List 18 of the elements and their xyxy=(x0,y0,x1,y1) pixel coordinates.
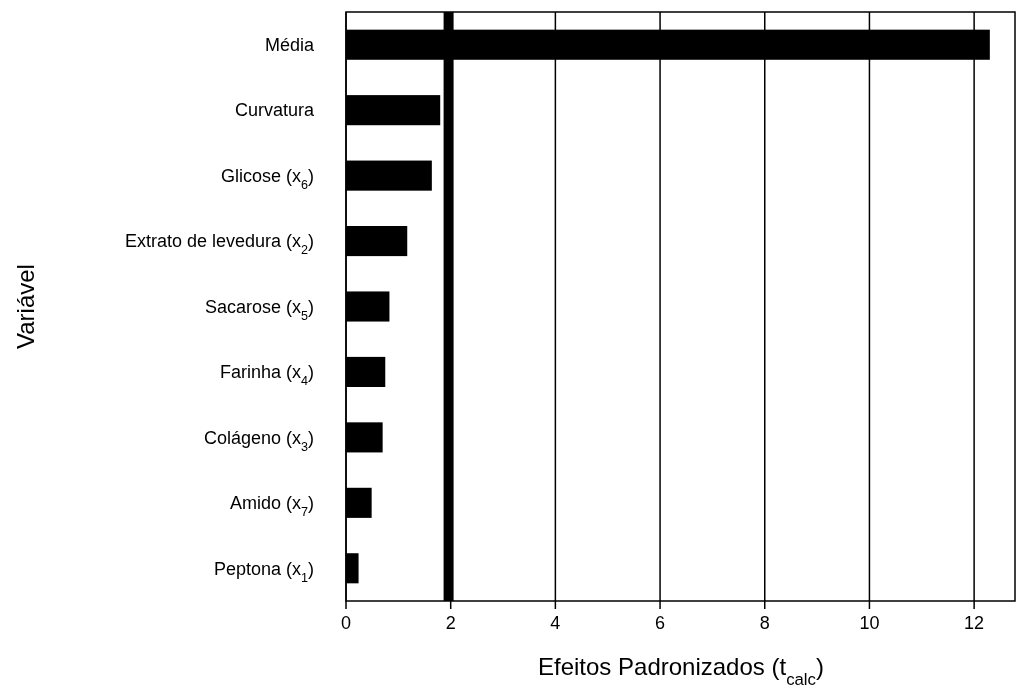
y-tick-label: Média xyxy=(264,35,315,56)
x-tick-label: 6 xyxy=(655,613,666,633)
y-tick-label: Peptona (x$_{1}$) xyxy=(213,558,314,585)
x-axis-title: Efeitos Padronizados (t$_{calc}$) xyxy=(538,653,824,689)
x-tick-label: 8 xyxy=(759,613,770,633)
x-tick-label: 10 xyxy=(859,613,880,633)
y-tick-label: Sacarose (x$_{5}$) xyxy=(204,296,314,323)
x-tick-label: 4 xyxy=(550,613,561,633)
x-tick-label: 0 xyxy=(340,613,352,633)
y-tick-label: Farinha (x$_{4}$) xyxy=(219,362,314,389)
x-tick-label: 2 xyxy=(445,613,456,633)
y-tick-label: Extrato de levedura (x$_{2}$) xyxy=(124,231,314,258)
y-tick-label: Glicose (x$_{6}$) xyxy=(220,165,314,192)
y-tick-label: Colágeno (x$_{3}$) xyxy=(203,427,314,454)
y-tick-label: Amido (x$_{7}$) xyxy=(229,493,314,520)
y-axis-title: Variável xyxy=(12,264,39,349)
y-tick-label: Curvatura xyxy=(234,100,315,121)
x-tick-label: 12 xyxy=(964,613,985,633)
